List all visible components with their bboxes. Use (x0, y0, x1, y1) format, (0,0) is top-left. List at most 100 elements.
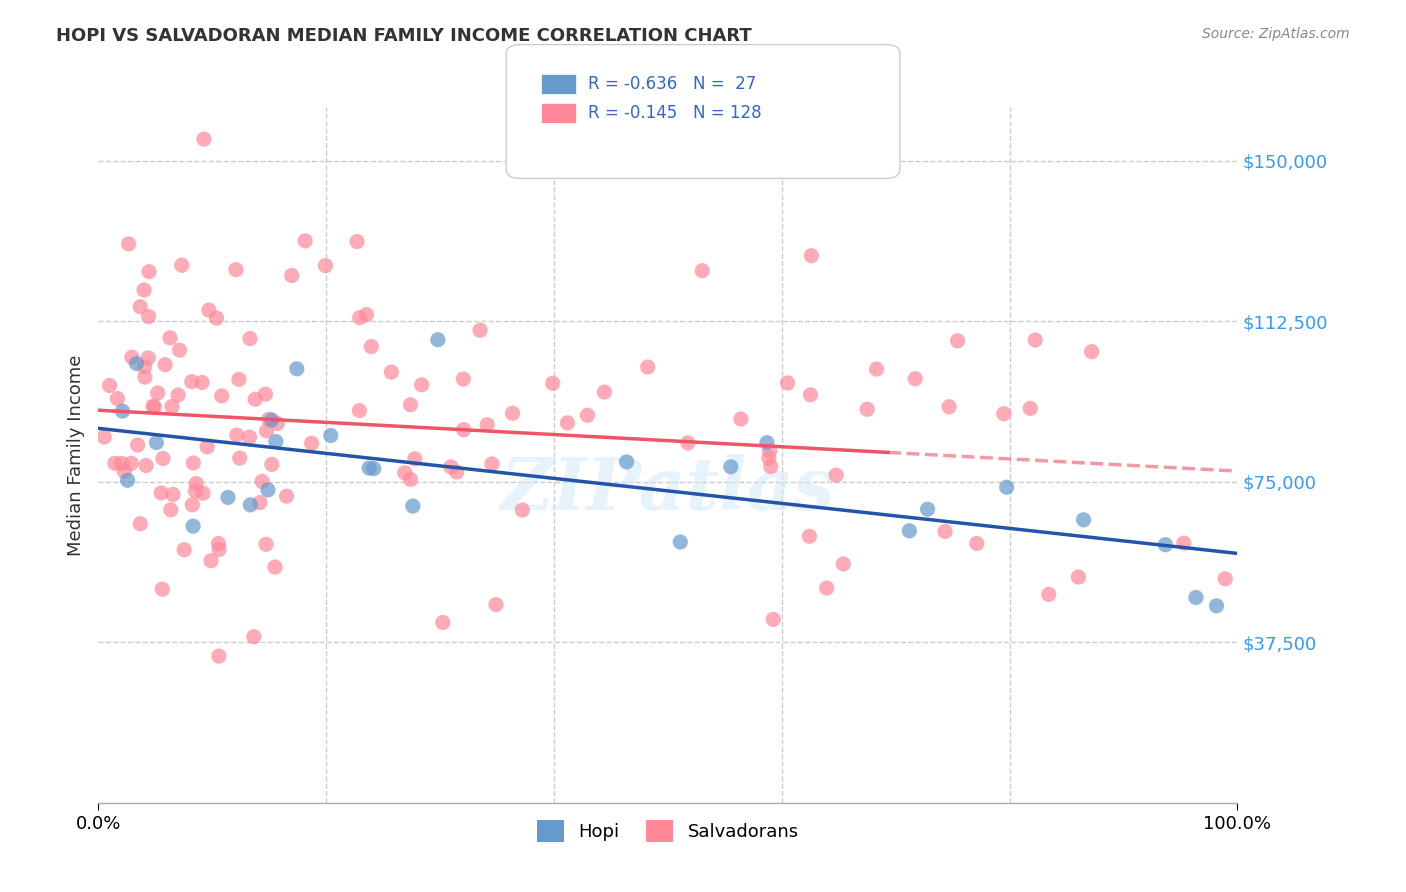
Salvadorans (481, 457, 503, 471)
Hopi (995, 480, 1018, 494)
Salvadorans (1038, 587, 1060, 601)
Salvadorans (181, 498, 204, 512)
Salvadorans (260, 458, 283, 472)
Salvadorans (1019, 401, 1042, 416)
Hopi (145, 435, 167, 450)
Salvadorans (399, 398, 422, 412)
Salvadorans (404, 451, 426, 466)
Y-axis label: Median Family Income: Median Family Income (66, 354, 84, 556)
Salvadorans (160, 400, 183, 414)
Salvadorans (432, 615, 454, 630)
Salvadorans (676, 436, 699, 450)
Salvadorans (799, 529, 821, 543)
Hopi (319, 428, 342, 442)
Salvadorans (138, 310, 160, 324)
Salvadorans (256, 424, 278, 438)
Salvadorans (121, 350, 143, 364)
Salvadorans (315, 259, 337, 273)
Salvadorans (211, 389, 233, 403)
Salvadorans (485, 598, 508, 612)
Salvadorans (501, 406, 523, 420)
Salvadorans (186, 476, 208, 491)
Salvadorans (152, 451, 174, 466)
Salvadorans (593, 385, 616, 400)
Salvadorans (815, 581, 838, 595)
Salvadorans (264, 560, 287, 574)
Salvadorans (557, 416, 579, 430)
Salvadorans (181, 456, 204, 470)
Salvadorans (934, 524, 956, 539)
Salvadorans (180, 375, 202, 389)
Salvadorans (250, 475, 273, 489)
Salvadorans (1173, 536, 1195, 550)
Salvadorans (238, 430, 260, 444)
Salvadorans (127, 438, 149, 452)
Salvadorans (399, 472, 422, 486)
Hopi (181, 519, 204, 533)
Salvadorans (117, 236, 139, 251)
Salvadorans (135, 458, 157, 473)
Salvadorans (762, 612, 785, 626)
Salvadorans (191, 486, 214, 500)
Salvadorans (541, 376, 564, 391)
Salvadorans (453, 423, 475, 437)
Salvadorans (301, 436, 323, 450)
Salvadorans (690, 264, 713, 278)
Salvadorans (228, 372, 250, 386)
Salvadorans (946, 334, 969, 348)
Salvadorans (904, 372, 927, 386)
Salvadorans (228, 451, 250, 466)
Salvadorans (169, 343, 191, 357)
Text: HOPI VS SALVADORAN MEDIAN FAMILY INCOME CORRELATION CHART: HOPI VS SALVADORAN MEDIAN FAMILY INCOME … (56, 27, 752, 45)
Hopi (264, 434, 287, 449)
Hopi (359, 461, 381, 475)
Salvadorans (132, 283, 155, 297)
Salvadorans (146, 385, 169, 400)
Salvadorans (254, 537, 277, 551)
Hopi (1205, 599, 1227, 613)
Salvadorans (800, 249, 823, 263)
Hopi (257, 483, 280, 497)
Hopi (898, 524, 921, 538)
Salvadorans (191, 376, 214, 390)
Salvadorans (446, 465, 468, 479)
Hopi (285, 361, 308, 376)
Salvadorans (98, 378, 121, 392)
Salvadorans (356, 308, 378, 322)
Salvadorans (254, 387, 277, 401)
Salvadorans (134, 370, 156, 384)
Hopi (616, 455, 638, 469)
Salvadorans (276, 489, 298, 503)
Salvadorans (349, 403, 371, 417)
Salvadorans (468, 323, 491, 337)
Salvadorans (225, 262, 247, 277)
Salvadorans (257, 412, 280, 426)
Salvadorans (93, 430, 115, 444)
Salvadorans (243, 630, 266, 644)
Salvadorans (776, 376, 799, 390)
Text: R = -0.145   N = 128: R = -0.145 N = 128 (588, 104, 761, 122)
Salvadorans (195, 440, 218, 454)
Salvadorans (142, 400, 165, 414)
Salvadorans (360, 340, 382, 354)
Salvadorans (134, 359, 156, 374)
Salvadorans (1024, 333, 1046, 347)
Salvadorans (758, 451, 780, 466)
Salvadorans (411, 377, 433, 392)
Salvadorans (346, 235, 368, 249)
Salvadorans (207, 536, 229, 550)
Hopi (111, 404, 134, 418)
Salvadorans (440, 459, 463, 474)
Salvadorans (205, 311, 228, 326)
Salvadorans (107, 392, 129, 406)
Salvadorans (825, 468, 848, 483)
Salvadorans (759, 459, 782, 474)
Salvadorans (865, 362, 887, 376)
Salvadorans (184, 483, 207, 498)
Text: ZIPatlas: ZIPatlas (501, 454, 835, 525)
Salvadorans (159, 331, 181, 345)
Salvadorans (208, 649, 231, 664)
Hopi (917, 502, 939, 516)
Salvadorans (136, 351, 159, 365)
Salvadorans (150, 582, 173, 597)
